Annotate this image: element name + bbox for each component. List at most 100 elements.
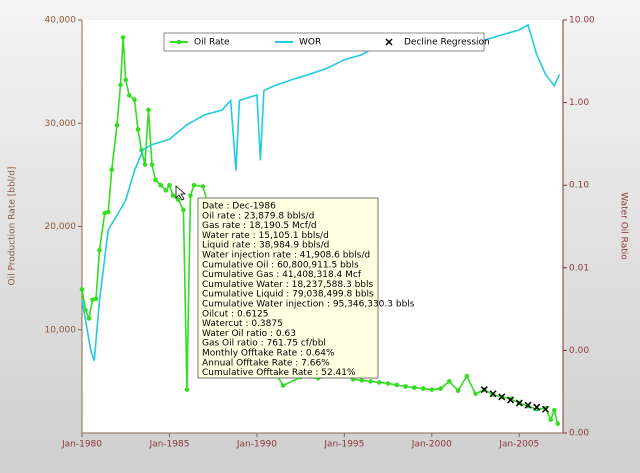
point: [163, 188, 169, 193]
point: [447, 379, 452, 384]
point: [548, 417, 554, 422]
point: [102, 210, 108, 216]
point: [175, 197, 181, 202]
tooltip-line: Gas Oil ratio : 761.75 cf/bbl: [202, 339, 326, 349]
x-tick-label: Jan-1980: [61, 440, 102, 450]
x-tick-label: Jan-1995: [323, 440, 364, 450]
y-tick-label: 20,000: [45, 222, 77, 232]
point: [385, 381, 391, 386]
point: [170, 193, 176, 198]
point: [533, 403, 541, 411]
point: [146, 107, 151, 113]
point: [480, 386, 488, 394]
point: [515, 399, 523, 407]
tooltip-line: Oilcut : 0.6125: [202, 309, 269, 319]
point: [97, 247, 102, 253]
x-tick-label: Jan-2005: [498, 440, 539, 450]
point: [142, 162, 148, 167]
legend: [163, 32, 485, 52]
tooltip-line: Water rate : 15,105.1 bbls/d: [202, 231, 329, 241]
point: [473, 391, 478, 397]
point: [90, 297, 95, 303]
tooltip-line: Oil rate : 23,879.8 bbls/d: [202, 211, 314, 221]
point: [93, 296, 99, 302]
tooltip-line: Cumulative Water : 18,237,588.3 bbls: [202, 280, 373, 290]
point: [541, 405, 550, 413]
tooltip-line: Monthly Offtake Rate : 0.64%: [202, 349, 335, 359]
point: [524, 401, 532, 409]
point: [429, 387, 435, 392]
cursor: [175, 185, 187, 201]
point: [368, 379, 373, 384]
point: [123, 77, 129, 83]
tooltip-line: Water injection rate : 41,908.6 bbls/d: [202, 251, 370, 261]
point: [394, 382, 400, 388]
point: [188, 193, 193, 198]
point: [377, 380, 382, 385]
y2-tick-label: 1.00: [569, 98, 589, 108]
legend-swatch: [385, 38, 393, 46]
y2-tick-label: 10.00: [569, 16, 595, 26]
legend-label: Oil Rate: [194, 38, 230, 48]
y-axis-title: Oil Production Rate [bbl/d]: [8, 167, 18, 286]
point: [200, 184, 206, 189]
tooltip-line: Date : Dec-1986: [202, 202, 276, 212]
tooltip-line: Gas rate : 18,190.5 Mcf/d: [202, 221, 317, 231]
x-tick-label: Jan-1985: [148, 440, 189, 450]
tooltip-line: Liquid rate : 38,984.9 bbls/d: [202, 241, 329, 251]
point: [464, 373, 470, 379]
point: [158, 182, 164, 188]
y2-tick-label: 0.00: [569, 429, 589, 439]
x-tick-label: Jan-2000: [411, 440, 452, 450]
point: [455, 388, 461, 393]
point: [551, 407, 557, 413]
legend-swatch: [176, 39, 182, 45]
point: [359, 378, 365, 383]
y-tick-label: 10,000: [45, 325, 77, 335]
series-line: [81, 23, 561, 361]
tooltip-line: Water Oil ratio : 0.63: [202, 329, 296, 339]
point: [191, 182, 197, 188]
point: [498, 393, 506, 401]
point: [412, 385, 417, 390]
point: [109, 167, 115, 173]
point: [280, 383, 286, 388]
tooltip-line: Cumulative Oil : 60,800,911.5 bbls: [202, 260, 359, 270]
tooltip-line: Cumulative Offtake Rate : 52.41%: [202, 368, 356, 378]
point: [120, 35, 126, 40]
y-tick-label: 30,000: [45, 119, 77, 129]
tooltip: [197, 197, 379, 379]
tooltip-line: Cumulative Gas : 41,408,318.4 Mcf: [202, 270, 362, 280]
legend-label: Decline Regression: [404, 38, 490, 48]
tooltip-line: Annual Offtake Rate : 7.66%: [202, 358, 330, 368]
x-tick-label: Jan-1990: [236, 440, 277, 450]
y2-tick-label: 0.10: [569, 181, 589, 191]
point: [184, 387, 190, 392]
point: [489, 390, 497, 398]
legend-label: WOR: [299, 38, 321, 48]
y-tick-label: 40,000: [45, 16, 77, 26]
tooltip-line: Cumulative Water injection : 95,346,330.…: [202, 300, 415, 310]
y2-axis-title: Water Oil Ratio: [619, 192, 629, 260]
y2-tick-label: 0.00: [569, 346, 589, 356]
point: [86, 316, 92, 321]
point: [149, 162, 155, 167]
point: [438, 386, 443, 391]
point: [135, 127, 141, 132]
point: [153, 177, 158, 183]
point: [555, 421, 561, 427]
tooltip-line: Watercut : 0.3875: [202, 319, 283, 329]
point: [420, 386, 426, 391]
y2-tick-label: 0.01: [569, 263, 589, 273]
point: [181, 207, 186, 213]
point: [132, 97, 137, 102]
point: [118, 82, 123, 88]
point: [114, 123, 120, 128]
point: [105, 209, 111, 215]
point: [126, 93, 132, 98]
point: [506, 396, 515, 404]
point: [79, 287, 85, 292]
tooltip-line: Cumulative Liquid : 79,038,499.8 bbls: [202, 290, 374, 300]
point: [167, 182, 172, 188]
